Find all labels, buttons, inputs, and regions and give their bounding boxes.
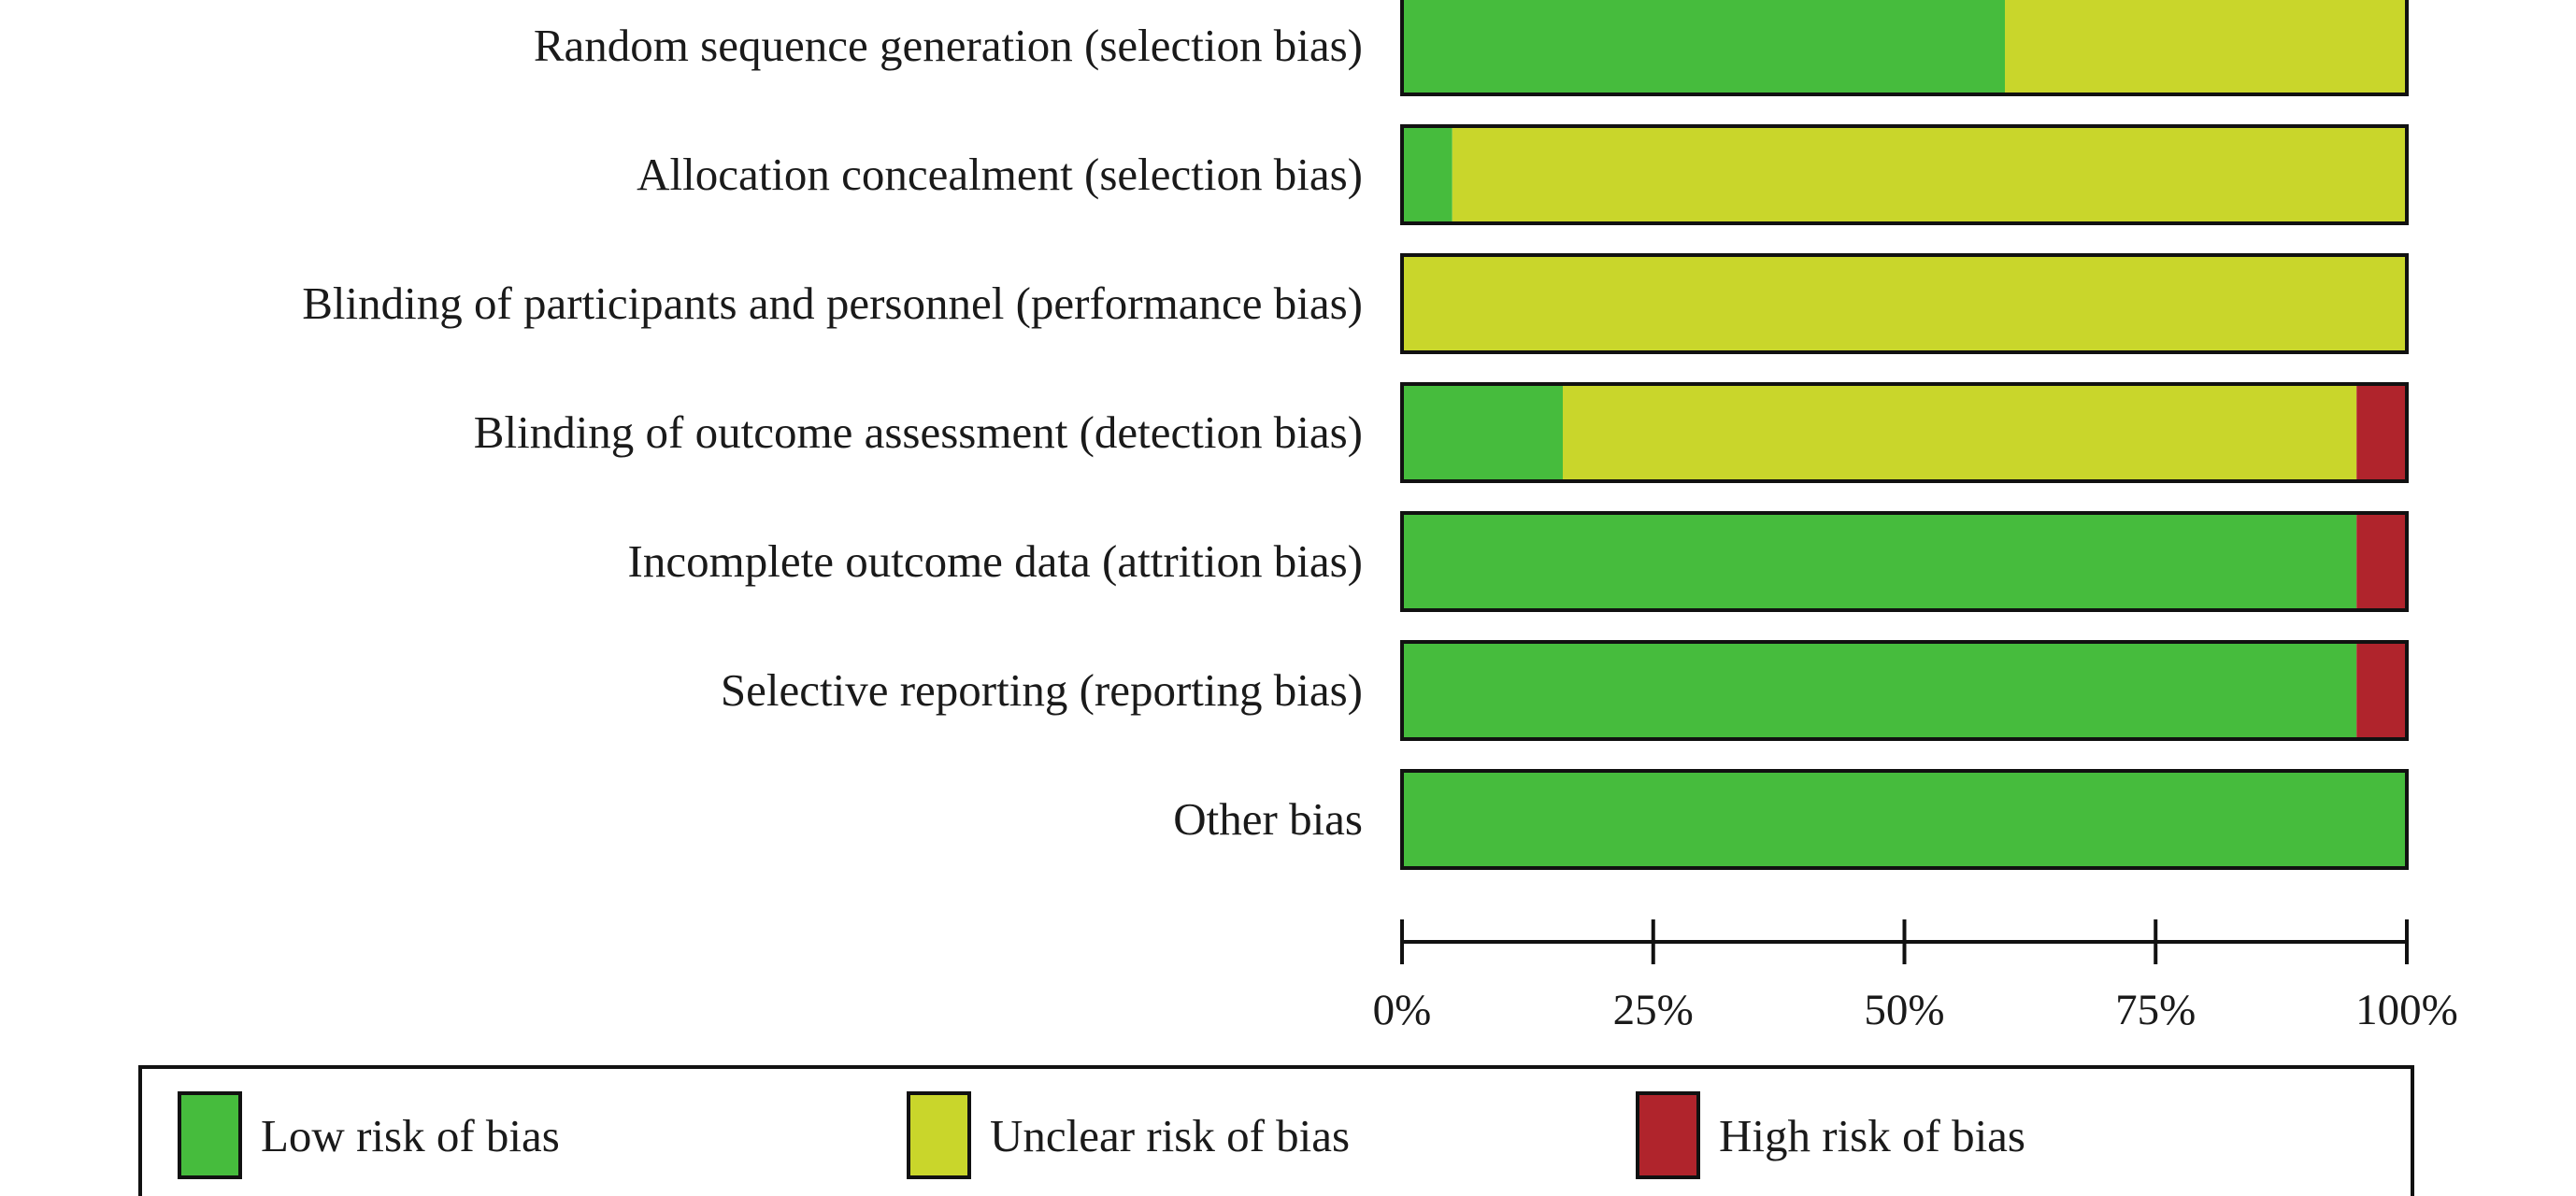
legend-swatch [1636, 1091, 1700, 1179]
category-label: Blinding of participants and personnel (… [302, 278, 1363, 329]
x-tick-label: 50% [1864, 986, 1944, 1034]
bar-segment-low-risk-of-bias [1402, 513, 2357, 610]
bar-segment-low-risk-of-bias [1402, 126, 1453, 223]
legend-label: Low risk of bias [261, 1110, 560, 1161]
bar-outline [1400, 0, 2409, 96]
category-label: Random sequence generation (selection bi… [534, 20, 1363, 71]
bar-segment-low-risk-of-bias [1402, 642, 2357, 739]
category-label: Selective reporting (reporting bias) [721, 664, 1363, 716]
category-labels: Random sequence generation (selection bi… [302, 20, 1363, 845]
legend-label: High risk of bias [1719, 1110, 2025, 1161]
x-axis: 0% 25% 50% 75% 100% [1373, 919, 2458, 1034]
bar-outline [1400, 253, 2409, 354]
bar-outline [1400, 511, 2409, 612]
x-tick-label: 0% [1373, 986, 1432, 1034]
category-label: Blinding of outcome assessment (detectio… [474, 406, 1363, 458]
category-label: Allocation concealment (selection bias) [637, 149, 1363, 200]
legend-label: Unclear risk of bias [990, 1110, 1350, 1161]
bar-outline [1400, 382, 2409, 483]
x-tick-label: 25% [1613, 986, 1694, 1034]
legend-swatch [907, 1091, 971, 1179]
bar-segment-high-risk-of-bias [2356, 384, 2407, 481]
bar-segment-unclear-risk-of-bias [2005, 0, 2407, 94]
bar-segment-low-risk-of-bias [1402, 771, 2407, 868]
x-tick-label: 100% [2355, 986, 2458, 1034]
bar-outline [1400, 769, 2409, 870]
stacked-bars [1400, 0, 2409, 870]
bar-segment-low-risk-of-bias [1402, 0, 2005, 94]
bar-segment-unclear-risk-of-bias [1452, 126, 2407, 223]
bar-segment-unclear-risk-of-bias [1402, 255, 2407, 352]
category-label: Other bias [1173, 793, 1363, 845]
legend-box [138, 1065, 2414, 1196]
bar-segment-low-risk-of-bias [1402, 384, 1563, 481]
bar-segment-unclear-risk-of-bias [1563, 384, 2357, 481]
bar-segment-high-risk-of-bias [2356, 513, 2407, 610]
legend-swatch [178, 1091, 242, 1179]
x-tick-label: 75% [2115, 986, 2196, 1034]
bar-outline [1400, 124, 2409, 225]
bar-outline [1400, 640, 2409, 741]
bar-segment-high-risk-of-bias [2356, 642, 2407, 739]
category-label: Incomplete outcome data (attrition bias) [628, 535, 1363, 587]
legend: Low risk of bias Unclear risk of bias High… [138, 1065, 2414, 1196]
